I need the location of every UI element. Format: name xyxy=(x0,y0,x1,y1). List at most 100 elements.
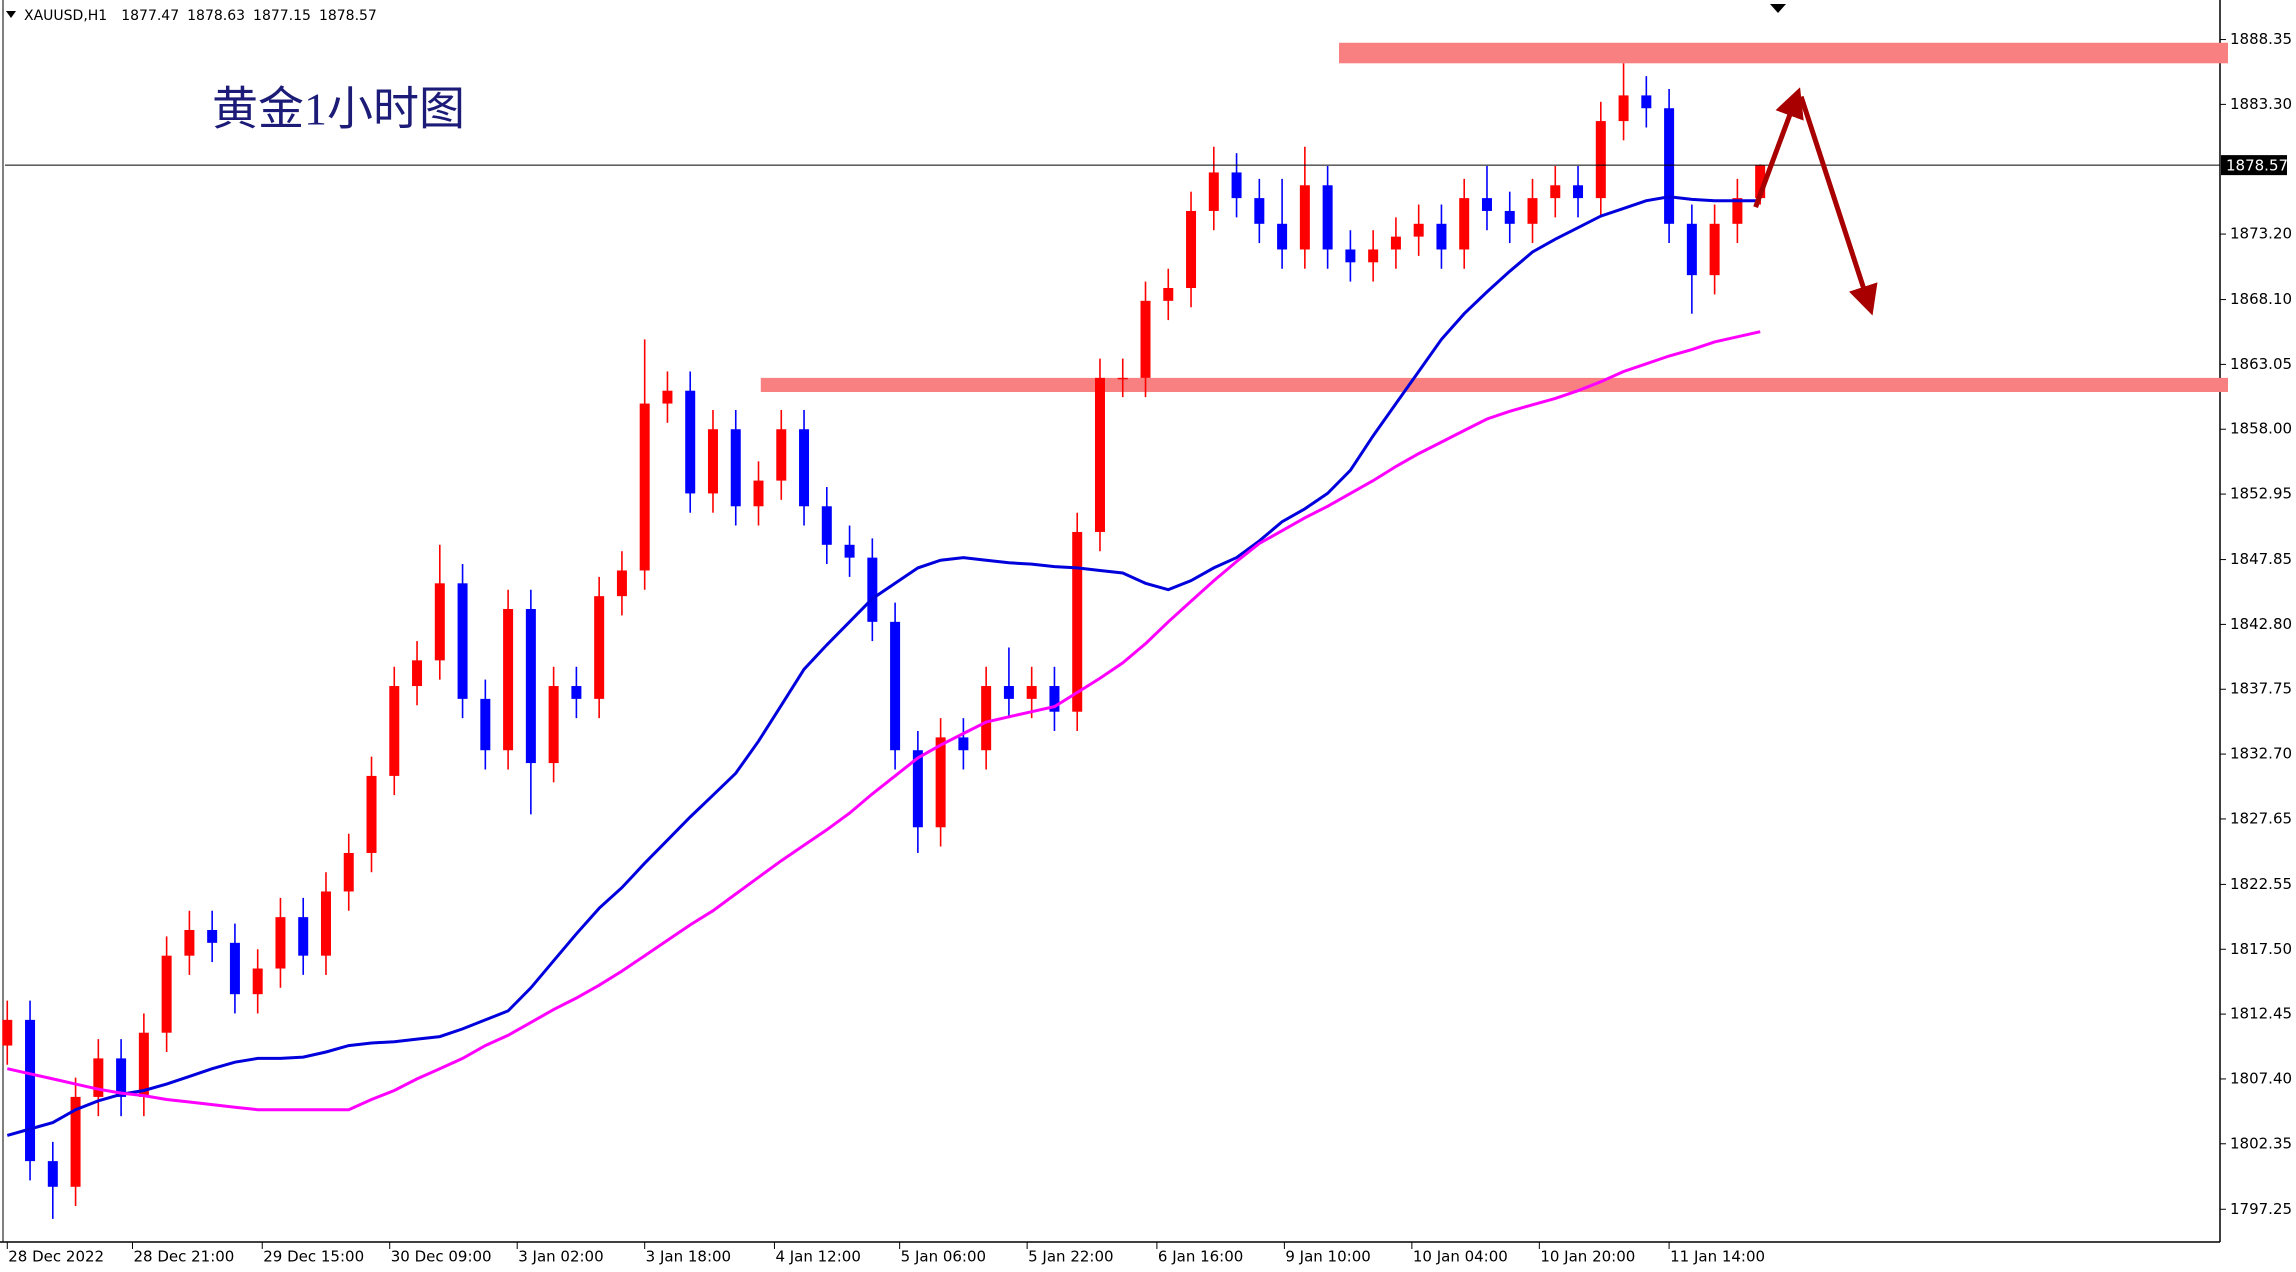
candle-body xyxy=(207,929,218,943)
candle-body xyxy=(890,621,901,751)
candle-body xyxy=(1345,249,1356,263)
candle-body xyxy=(616,570,627,597)
ohlc-value: 1878.57 xyxy=(319,8,377,24)
y-tick-label: 1797.25 xyxy=(2230,1200,2292,1218)
candle-body xyxy=(1254,198,1265,224)
candle-body xyxy=(981,686,992,751)
y-tick-label: 1812.45 xyxy=(2230,1005,2292,1023)
symbol: XAUUSD,H1 xyxy=(24,8,107,24)
candle-body xyxy=(1504,210,1515,224)
candle-body xyxy=(776,429,787,481)
candle-body xyxy=(229,942,240,995)
candle-body xyxy=(1277,223,1288,250)
candle-body xyxy=(662,390,673,404)
candle-body xyxy=(639,403,650,571)
y-tick-label: 1863.05 xyxy=(2230,355,2292,373)
x-tick-label: 28 Dec 2022 xyxy=(8,1248,104,1266)
candle-body xyxy=(138,1032,149,1097)
header: XAUUSD,H1 1877.47 1878.63 1877.15 1878.57 xyxy=(24,8,377,24)
candle-body xyxy=(1026,686,1037,699)
candle-body xyxy=(1459,198,1470,250)
x-tick-label: 11 Jan 14:00 xyxy=(1670,1248,1765,1266)
y-tick-label: 1852.95 xyxy=(2230,485,2292,503)
y-tick-label: 1883.30 xyxy=(2230,95,2292,113)
candle-body xyxy=(525,608,536,764)
candle-body xyxy=(548,686,559,764)
forecast-arrow xyxy=(1798,95,1878,316)
y-tick-label: 1817.50 xyxy=(2230,940,2292,958)
x-tick-label: 3 Jan 02:00 xyxy=(518,1248,603,1266)
candle-body xyxy=(730,429,741,507)
y-tick-label: 1832.70 xyxy=(2230,745,2292,763)
candle-body xyxy=(1573,185,1584,199)
x-tick-label: 9 Jan 10:00 xyxy=(1285,1248,1370,1266)
candle-body xyxy=(935,737,946,828)
candle-body xyxy=(821,506,832,545)
candle-body xyxy=(1527,198,1538,224)
y-tick-label: 1868.10 xyxy=(2230,290,2292,308)
candle-body xyxy=(93,1058,104,1097)
header-marker xyxy=(6,11,16,18)
y-tick-label: 1802.35 xyxy=(2230,1134,2292,1152)
candle-body xyxy=(434,583,445,661)
candle-body xyxy=(571,686,582,699)
x-tick-label: 4 Jan 12:00 xyxy=(775,1248,860,1266)
x-tick-label: 28 Dec 21:00 xyxy=(133,1248,234,1266)
candle-body xyxy=(867,557,878,622)
candle-body xyxy=(1390,236,1401,250)
candle-body xyxy=(1208,172,1219,211)
candle-body xyxy=(1368,249,1379,263)
candle-body xyxy=(844,544,855,558)
candle-body xyxy=(1049,686,1060,712)
x-tick-label: 10 Jan 20:00 xyxy=(1540,1248,1635,1266)
candle-body xyxy=(1686,223,1697,276)
candle-body xyxy=(298,917,309,956)
ohlc-value: 1877.47 xyxy=(121,8,179,24)
moving-average xyxy=(6,330,1761,1112)
candle-body xyxy=(1709,223,1720,276)
candle-body xyxy=(275,917,286,969)
candle-body xyxy=(252,968,263,995)
candle-body xyxy=(184,929,195,956)
candle-body xyxy=(503,608,514,751)
chart-title: 黄金1小时图 xyxy=(212,84,465,135)
candle-body xyxy=(1117,377,1128,380)
candle-body xyxy=(1299,185,1310,250)
candle-body xyxy=(1072,531,1083,712)
y-tick-label: 1827.65 xyxy=(2230,809,2292,827)
candle-body xyxy=(320,891,331,956)
x-tick-label: 5 Jan 06:00 xyxy=(901,1248,986,1266)
candle-body xyxy=(753,480,764,507)
ohlc-value: 1877.15 xyxy=(253,8,311,24)
candle-body xyxy=(1755,165,1766,199)
candle-body xyxy=(1595,121,1606,199)
candle-body xyxy=(2,1019,13,1046)
y-tick-label: 1847.85 xyxy=(2230,550,2292,568)
candle-body xyxy=(1641,95,1652,109)
candle-body xyxy=(1322,185,1333,250)
y-tick-label: 1888.35 xyxy=(2230,30,2292,48)
candle-body xyxy=(1618,95,1629,122)
y-tick-label: 1822.55 xyxy=(2230,875,2292,893)
candle-body xyxy=(1664,108,1675,224)
last-price-label: 1878.57 xyxy=(2226,157,2288,175)
candle-body xyxy=(1481,198,1492,211)
y-tick-label: 1858.00 xyxy=(2230,420,2292,438)
y-tick-label: 1873.20 xyxy=(2230,225,2292,243)
x-tick-label: 6 Jan 16:00 xyxy=(1158,1248,1243,1266)
x-tick-label: 30 Dec 09:00 xyxy=(391,1248,492,1266)
candle-body xyxy=(70,1096,81,1187)
x-tick-label: 3 Jan 18:00 xyxy=(646,1248,731,1266)
candle-body xyxy=(389,686,400,776)
y-tick-label: 1837.75 xyxy=(2230,680,2292,698)
candle-body xyxy=(343,852,354,892)
moving-average xyxy=(6,195,1761,1137)
candle-body xyxy=(47,1161,58,1187)
candle-body xyxy=(161,955,172,1033)
candle-body xyxy=(685,390,696,494)
ohlc-value: 1878.63 xyxy=(187,8,245,24)
y-tick-label: 1842.80 xyxy=(2230,615,2292,633)
